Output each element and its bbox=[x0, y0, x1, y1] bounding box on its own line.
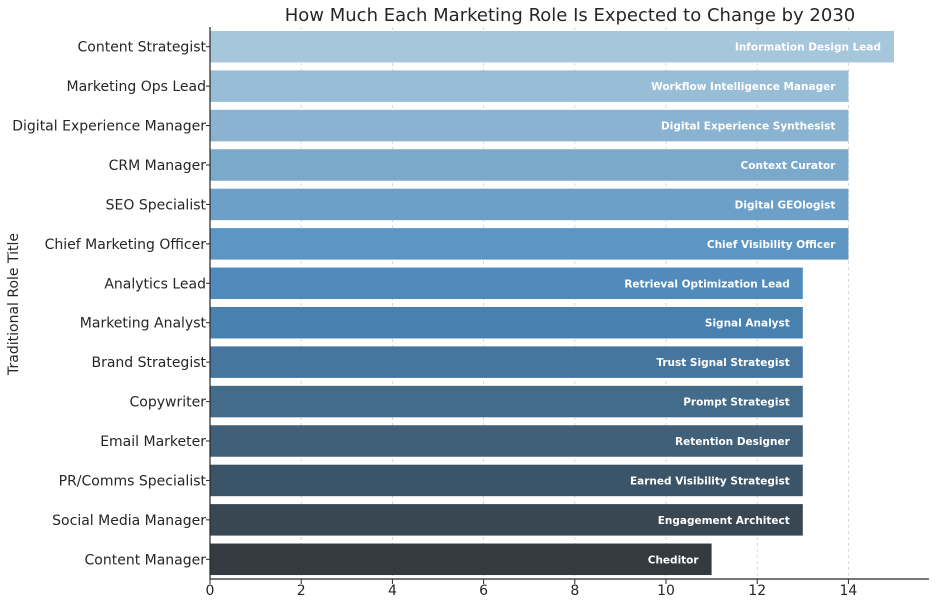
category-label: Content Strategist bbox=[77, 40, 206, 56]
x-tick-label: 14 bbox=[839, 583, 857, 599]
bar-label: Prompt Strategist bbox=[683, 397, 790, 409]
bar bbox=[210, 30, 894, 63]
bar bbox=[210, 464, 803, 497]
category-label: Analytics Lead bbox=[104, 276, 206, 292]
bar-label: Chief Visibility Officer bbox=[707, 239, 836, 251]
category-label: Chief Marketing Officer bbox=[45, 237, 207, 253]
category-label: CRM Manager bbox=[109, 158, 207, 174]
x-tick-label: 6 bbox=[479, 583, 488, 599]
bar bbox=[210, 109, 849, 142]
bar bbox=[210, 228, 849, 260]
grid-lines bbox=[300, 27, 849, 579]
bar-label: Earned Visibility Strategist bbox=[630, 475, 790, 487]
bar bbox=[210, 543, 712, 576]
bar bbox=[210, 267, 803, 300]
category-label: Copywriter bbox=[130, 395, 207, 411]
x-ticks: 0 2 4 6 8 10 12 14 bbox=[206, 579, 857, 599]
axes bbox=[209, 27, 929, 580]
bar bbox=[210, 149, 849, 181]
bar-label: Information Design Lead bbox=[735, 42, 881, 54]
bar-label: Cheditor bbox=[648, 554, 700, 566]
x-tick-label: 8 bbox=[570, 583, 579, 599]
bar bbox=[210, 425, 803, 457]
bar-label: Workflow Intelligence Manager bbox=[651, 81, 836, 93]
bar-label: Digital Experience Synthesist bbox=[661, 121, 835, 133]
bar bbox=[210, 385, 803, 418]
y-axis-label: Traditional Role Title bbox=[6, 233, 22, 376]
category-label: Content Manager bbox=[85, 552, 207, 568]
bar-label: Digital GEOlogist bbox=[735, 199, 836, 211]
bar bbox=[210, 504, 803, 536]
bar bbox=[210, 346, 803, 378]
bar-label: Engagement Architect bbox=[658, 515, 790, 527]
bar bbox=[210, 70, 849, 102]
x-tick-label: 10 bbox=[657, 583, 675, 599]
category-label: PR/Comms Specialist bbox=[59, 473, 207, 489]
category-label: Social Media Manager bbox=[52, 513, 206, 529]
category-label: Email Marketer bbox=[100, 434, 206, 450]
category-label: Digital Experience Manager bbox=[12, 119, 206, 135]
x-tick-label: 0 bbox=[206, 583, 215, 599]
bars: Information Design Lead Content Strategis… bbox=[12, 30, 894, 576]
x-tick-label: 12 bbox=[748, 583, 766, 599]
bar-label: Retrieval Optimization Lead bbox=[624, 278, 789, 290]
bar-label: Signal Analyst bbox=[705, 318, 790, 330]
category-label: Marketing Ops Lead bbox=[66, 79, 206, 95]
x-tick-label: 4 bbox=[388, 583, 397, 599]
bar-label: Context Curator bbox=[741, 160, 837, 172]
bar bbox=[210, 306, 803, 339]
bar-label: Retention Designer bbox=[675, 436, 791, 448]
bar bbox=[210, 188, 849, 221]
category-label: Marketing Analyst bbox=[80, 316, 207, 332]
category-label: SEO Specialist bbox=[106, 197, 207, 213]
category-label: Brand Strategist bbox=[91, 355, 206, 371]
chart-title: How Much Each Marketing Role Is Expected… bbox=[285, 5, 855, 26]
bar-label: Trust Signal Strategist bbox=[656, 357, 789, 369]
x-tick-label: 2 bbox=[297, 583, 306, 599]
